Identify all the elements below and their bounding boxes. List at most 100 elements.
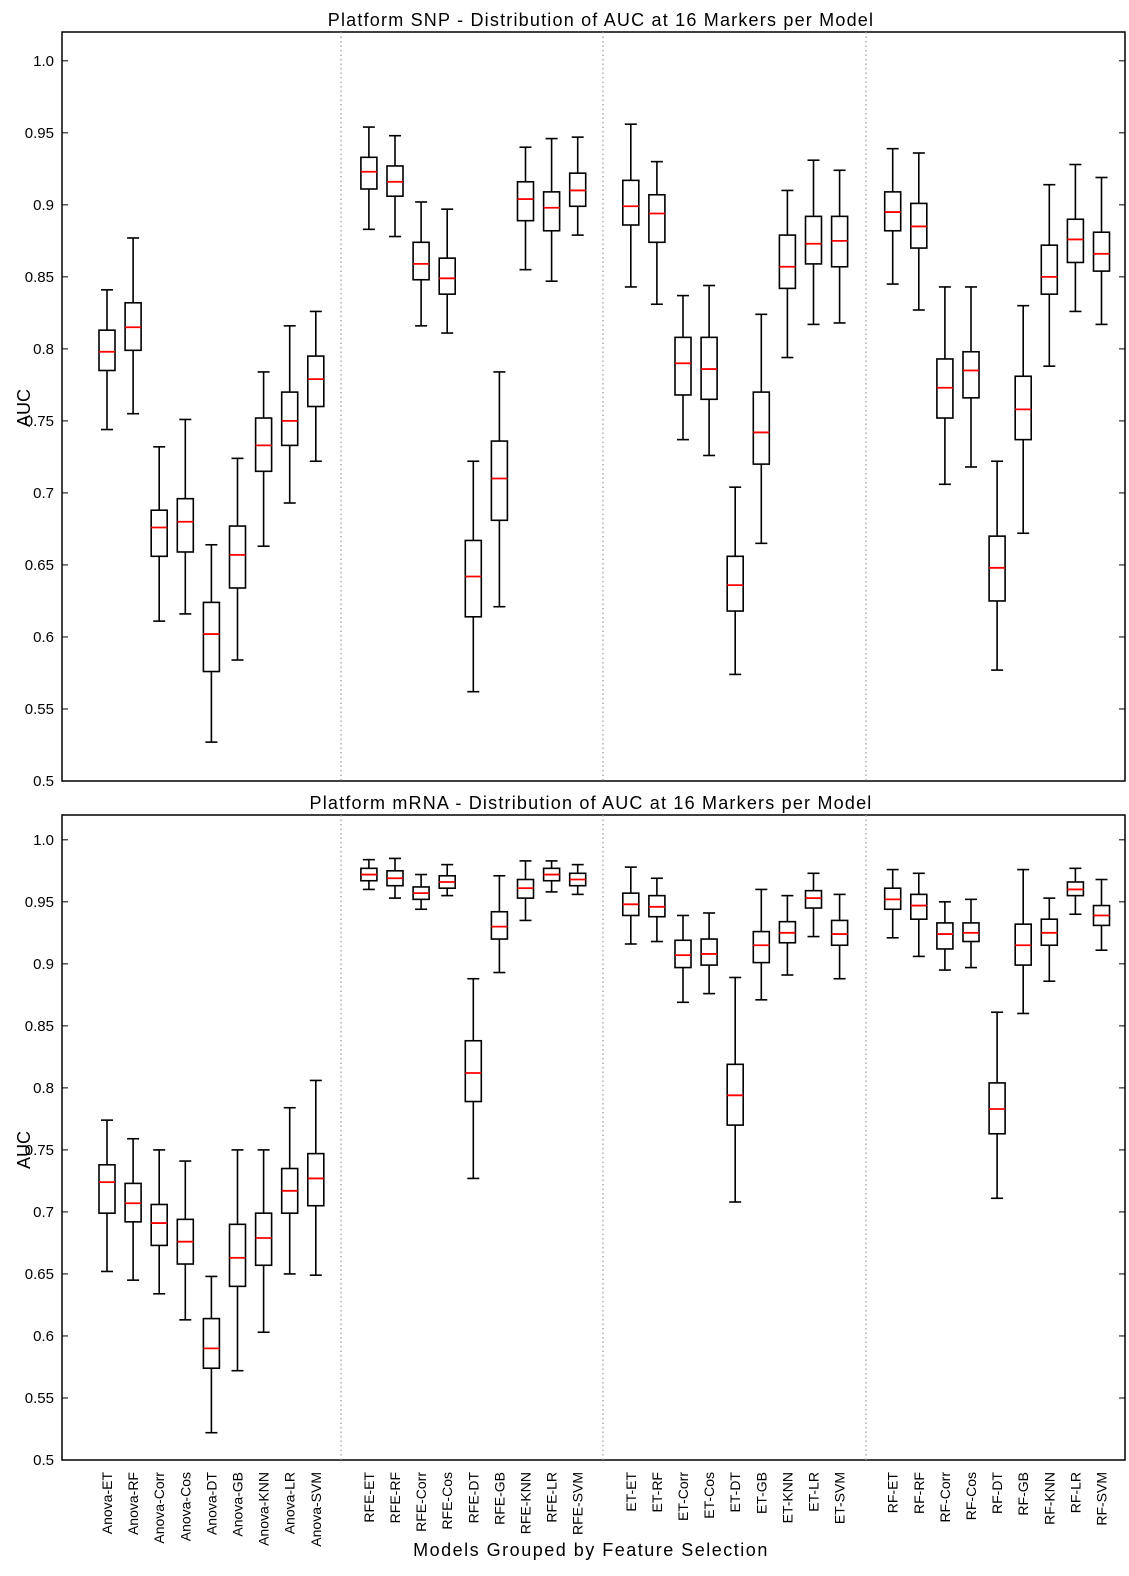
box-ET-DT	[726, 976, 745, 1203]
box-iqr	[280, 391, 299, 447]
snp-plot-area: 0.5 0.55 0.6 0.65 0.7 0.75 0.8 0.85 0.9 0.95 1.0	[25, 31, 1126, 790]
box-Anova-KNN	[254, 1149, 273, 1334]
category-label: ET-KNN	[779, 1472, 795, 1523]
box-RF-ET	[883, 147, 902, 285]
box-RFE-LR	[542, 137, 561, 282]
box-iqr	[306, 355, 325, 408]
box-RF-DT	[988, 1011, 1006, 1200]
y-tick-label: 0.9	[33, 197, 54, 214]
category-label: RF-SVM	[1094, 1472, 1110, 1526]
box-iqr	[936, 922, 954, 950]
box-RF-SVM	[1092, 176, 1111, 326]
box-iqr	[804, 889, 823, 909]
category-label: Anova-GB	[230, 1472, 246, 1537]
box-RFE-GB	[490, 874, 509, 974]
box-RFE-Cos	[438, 863, 457, 897]
category-label: ET-GB	[753, 1472, 769, 1514]
box-Anova-GB	[228, 1149, 247, 1372]
box-RF-ET	[883, 868, 902, 939]
category-label: RF-DT	[989, 1472, 1005, 1514]
category-label: ET-DT	[727, 1472, 743, 1513]
box-ET-LR	[804, 872, 823, 938]
category-label: Anova-RF	[125, 1472, 141, 1535]
box-iqr	[464, 539, 483, 618]
box-iqr	[909, 893, 928, 920]
box-ET-Cos	[700, 284, 718, 457]
y-tick-label: 0.55	[25, 1390, 54, 1407]
box-RF-Cos	[962, 898, 980, 969]
snp-title: Platform SNP - Distribution of AUC at 16…	[328, 10, 874, 30]
box-Anova-RF	[124, 237, 142, 415]
box-iqr	[202, 1317, 221, 1370]
category-label: Anova-SVM	[308, 1472, 324, 1547]
box-ET-Corr	[674, 914, 692, 1004]
box-RFE-KNN	[516, 860, 535, 922]
box-RF-SVM	[1092, 878, 1111, 952]
box-iqr	[752, 391, 771, 465]
box-RFE-DT	[464, 977, 483, 1180]
category-label: RF-KNN	[1041, 1472, 1057, 1525]
box-ET-KNN	[778, 189, 797, 359]
category-label: ET-LR	[806, 1472, 822, 1512]
box-iqr	[438, 257, 457, 295]
box-iqr	[254, 1212, 273, 1267]
mrna-x-axis-label: Models Grouped by Feature Selection	[413, 1540, 769, 1560]
box-Anova-LR	[280, 325, 299, 504]
box-iqr	[700, 938, 718, 966]
box-Anova-ET	[98, 1119, 116, 1273]
category-label: ET-Corr	[675, 1472, 691, 1521]
y-tick-label: 0.6	[33, 629, 54, 646]
category-label: Anova-LR	[282, 1472, 298, 1534]
box-RFE-RF	[386, 134, 404, 238]
box-RF-KNN	[1040, 897, 1059, 983]
category-label: RF-ET	[885, 1472, 901, 1514]
box-ET-SVM	[830, 893, 849, 980]
box-RFE-RF	[386, 857, 404, 899]
y-tick-label: 0.85	[25, 1018, 54, 1035]
mrna-panel: Platform mRNA - Distribution of AUC at 1…	[14, 793, 1126, 1560]
box-ET-DT	[726, 486, 745, 676]
box-Anova-DT	[202, 1275, 221, 1434]
box-RFE-SVM	[568, 136, 587, 236]
box-Anova-GB	[228, 457, 247, 661]
box-iqr	[98, 1163, 116, 1214]
box-Anova-Corr	[150, 1149, 168, 1295]
y-tick-label: 0.55	[25, 701, 54, 718]
category-label: RFE-GB	[491, 1472, 507, 1525]
category-label: RFE-Cos	[439, 1472, 455, 1530]
box-iqr	[306, 1152, 325, 1207]
y-tick-label: 0.5	[33, 1452, 54, 1469]
box-iqr	[150, 509, 168, 558]
category-label: ET-SVM	[832, 1472, 848, 1524]
box-iqr	[752, 930, 771, 964]
y-tick-label: 1.0	[33, 53, 54, 70]
box-iqr	[542, 191, 561, 232]
box-RF-GB	[1014, 304, 1033, 535]
box-Anova-Cos	[176, 1160, 195, 1321]
box-RF-LR	[1066, 163, 1085, 313]
box-iqr	[962, 350, 980, 399]
box-RF-RF	[909, 872, 928, 958]
y-tick-label: 0.85	[25, 269, 54, 286]
box-ET-Cos	[700, 912, 718, 995]
box-Anova-RF	[124, 1137, 142, 1281]
box-RFE-Corr	[412, 873, 430, 911]
box-ET-ET	[621, 123, 640, 288]
box-iqr	[621, 179, 640, 226]
category-label: Anova-Cos	[177, 1472, 193, 1541]
box-iqr	[804, 215, 823, 265]
box-ET-GB	[752, 888, 771, 1001]
box-iqr	[516, 181, 535, 222]
category-label: RF-Corr	[937, 1472, 953, 1523]
box-iqr	[830, 919, 849, 947]
box-RF-Corr	[936, 286, 954, 486]
category-label: Anova-ET	[99, 1472, 115, 1535]
mrna-y-axis-label: AUC	[14, 1131, 34, 1169]
box-iqr	[1066, 218, 1085, 264]
category-label: RF-RF	[911, 1472, 927, 1514]
box-RFE-KNN	[516, 146, 535, 271]
box-RFE-LR	[542, 860, 561, 893]
category-label: RFE-KNN	[518, 1472, 534, 1534]
box-iqr	[490, 910, 509, 940]
